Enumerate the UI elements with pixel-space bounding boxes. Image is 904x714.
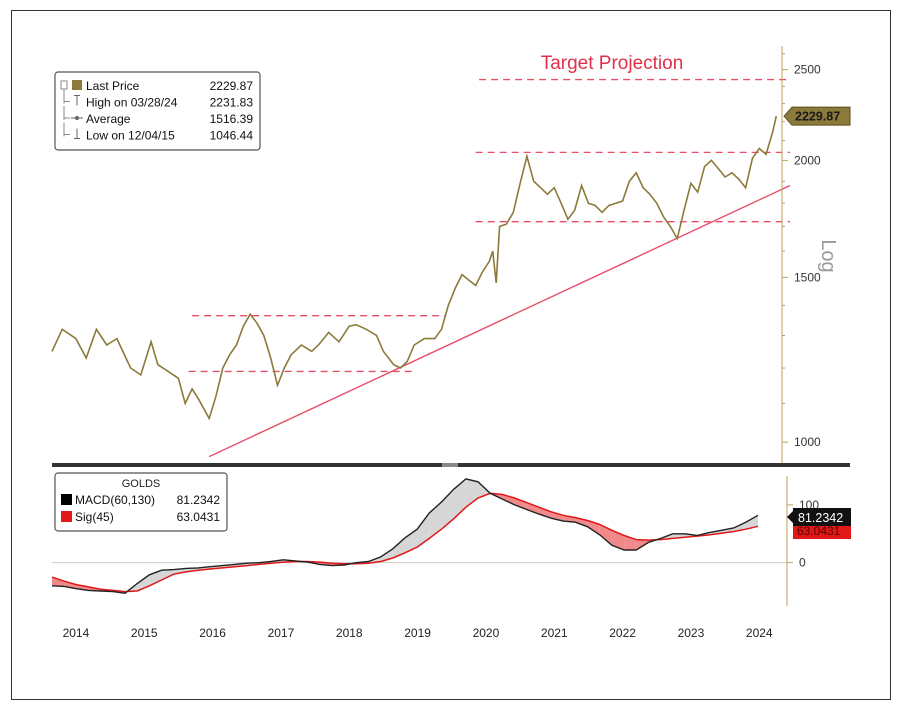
last-price-icon [72, 80, 82, 90]
x-tick-label: 2014 [63, 626, 90, 640]
price-legend-value: 1516.39 [210, 112, 254, 126]
macd-series-line [51, 478, 759, 595]
macd-legend: GOLDS MACD(60,130) 81.2342 Sig(45) 63.0431 [54, 472, 228, 532]
price-legend-value: 2229.87 [210, 79, 254, 93]
chart-canvas: Target Projection 1000 1500 2000 2500 Log 2… [51, 46, 851, 640]
price-y-tick-label: 1000 [794, 435, 821, 449]
signal-swatch-icon [61, 511, 72, 522]
macd-below-fill [502, 494, 515, 505]
last-price-tag-value: 2229.87 [795, 110, 840, 124]
price-legend-label: High on 03/28/24 [86, 96, 178, 110]
panel-separator-grip [442, 463, 458, 467]
macd-above-fill [721, 528, 734, 534]
signal-series-line [51, 492, 759, 593]
chart-frame: Target Projection 1000 1500 2000 2500 Log 2… [11, 10, 891, 700]
x-tick-label: 2024 [746, 626, 773, 640]
x-tick-label: 2017 [268, 626, 295, 640]
trend-line [208, 184, 791, 458]
macd-below-fill [563, 515, 576, 523]
x-tick-label: 2020 [473, 626, 500, 640]
x-tick-label: 2021 [541, 626, 568, 640]
price-legend-label: Low on 12/04/15 [86, 129, 175, 143]
macd-above-fill [161, 569, 174, 580]
log-axis-label: Log [817, 239, 839, 272]
price-legend-label: Last Price [86, 79, 140, 93]
macd-above-fill [453, 478, 466, 519]
macd-below-fill [514, 497, 527, 510]
x-tick-label: 2016 [199, 626, 226, 640]
price-panel: Target Projection 1000 1500 2000 2500 Log 2… [51, 46, 851, 463]
macd-above-fill [417, 512, 430, 548]
macd-below-fill [538, 507, 552, 519]
macd-legend-label: Sig(45) [75, 510, 114, 524]
macd-above-fill [405, 529, 418, 553]
price-series-line [51, 115, 778, 421]
price-legend: Last Price 2229.87 High on 03/28/24 2231.83… [54, 71, 261, 151]
macd-above-fill [745, 515, 758, 530]
x-tick-label: 2015 [131, 626, 158, 640]
sig-tag-value: 63.0431 [797, 524, 841, 538]
macd-tag-value: 81.2342 [798, 511, 843, 525]
macd-y-tick-label: 0 [799, 556, 806, 570]
macd-legend-label: MACD(60,130) [75, 493, 155, 507]
price-legend-value: 2231.83 [210, 96, 254, 110]
macd-legend-value: 63.0431 [177, 510, 221, 524]
x-tick-label: 2018 [336, 626, 363, 640]
price-y-tick-label: 1500 [794, 270, 821, 284]
macd-below-fill [526, 502, 539, 515]
macd-value-tags: 63.0431 81.2342 [787, 508, 851, 539]
macd-above-fill [392, 537, 405, 559]
macd-swatch-icon [61, 494, 72, 505]
macd-below-fill [599, 524, 612, 546]
macd-below-fill [611, 530, 625, 550]
last-price-tag: 2229.87 [783, 106, 851, 126]
average-dot-icon [75, 116, 79, 120]
x-tick-label: 2022 [609, 626, 636, 640]
x-axis: 2014 2015 2016 2017 2018 2019 2020 2021 2022 2023… [63, 626, 773, 640]
target-projection-label: Target Projection [541, 53, 684, 74]
price-y-tick-label: 2500 [794, 63, 821, 77]
macd-legend-value: 81.2342 [177, 493, 221, 507]
price-y-tick-label: 2000 [794, 153, 821, 167]
macd-below-fill [52, 577, 65, 587]
x-tick-label: 2019 [404, 626, 431, 640]
price-legend-value: 1046.44 [210, 129, 254, 143]
legend-collapse-box-icon [60, 80, 68, 90]
x-tick-label: 2023 [678, 626, 705, 640]
price-legend-label: Average [86, 112, 131, 126]
macd-legend-title: GOLDS [122, 478, 161, 490]
